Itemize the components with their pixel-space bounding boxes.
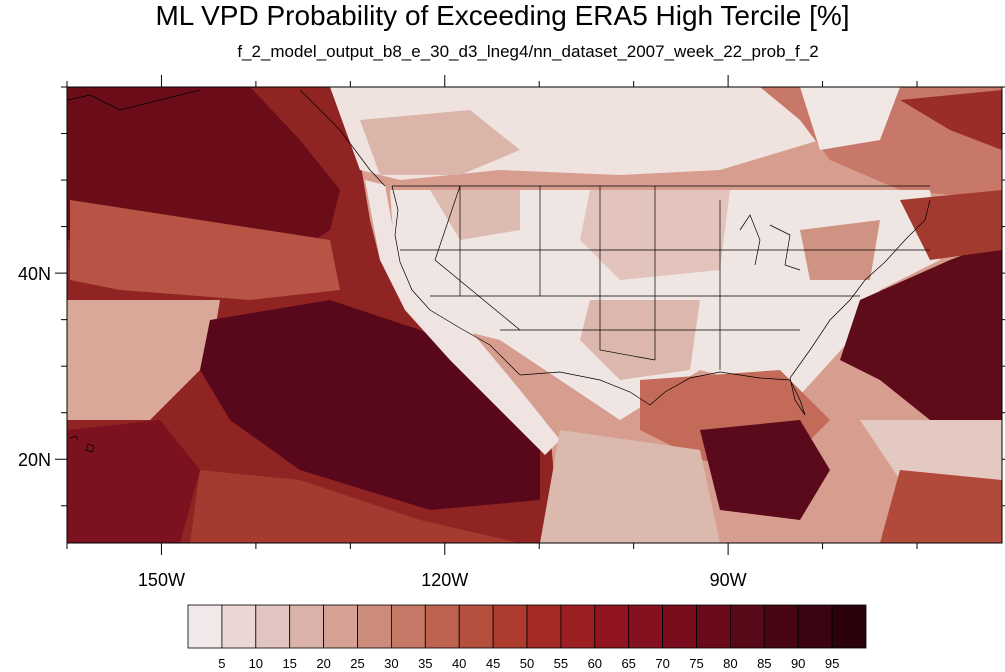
- colorbar-label: 45: [486, 656, 500, 671]
- colorbar-label: 10: [249, 656, 263, 671]
- lon-tick-label: 120W: [421, 570, 468, 590]
- lon-tick-label: 150W: [138, 570, 185, 590]
- colorbar-swatch: [492, 604, 528, 649]
- colorbar-label: 50: [520, 656, 534, 671]
- colorbar-swatch: [357, 604, 392, 649]
- colorbar-label: 75: [689, 656, 703, 671]
- colorbar-label: 70: [655, 656, 669, 671]
- colorbar-label: 35: [418, 656, 432, 671]
- colorbar-swatch: [289, 604, 325, 649]
- axis-ticks: [55, 75, 1005, 555]
- colorbar-label: 80: [723, 656, 737, 671]
- coastlines: [67, 89, 931, 416]
- colorbar-label: 60: [588, 656, 602, 671]
- colorbar-swatch: [187, 604, 223, 649]
- colorbar-swatch: [458, 604, 494, 649]
- probability-field: [67, 87, 1002, 543]
- colorbar-swatch: [696, 604, 731, 649]
- colorbar-swatch: [560, 604, 596, 649]
- colorbar-label: 20: [316, 656, 330, 671]
- colorbar-swatch: [730, 604, 765, 649]
- colorbar-swatch: [255, 604, 291, 649]
- colorbar-label: 40: [452, 656, 466, 671]
- colorbar-label: 25: [350, 656, 364, 671]
- map-frame: [66, 86, 1003, 544]
- colorbar-swatch: [628, 604, 664, 649]
- map-title: ML VPD Probability of Exceeding ERA5 Hig…: [155, 0, 850, 31]
- colorbar-label: 65: [621, 656, 635, 671]
- lat-tick-label: 40N: [18, 264, 51, 284]
- colorbar-swatch: [526, 604, 562, 649]
- colorbar-swatch: [797, 604, 833, 649]
- colorbar: 5 10 15 20 25 30 35 40 45 50 55 60 65 70 75 80 85 90 95: [187, 604, 867, 671]
- colorbar-swatch: [831, 604, 867, 649]
- lon-tick-label: 90W: [710, 570, 747, 590]
- colorbar-swatch: [424, 604, 460, 649]
- hawaii-islands: [69, 435, 95, 453]
- colorbar-swatch: [323, 604, 358, 649]
- colorbar-label: 90: [791, 656, 805, 671]
- colorbar-label: 30: [384, 656, 398, 671]
- colorbar-label: 55: [554, 656, 568, 671]
- colorbar-swatch: [662, 604, 697, 649]
- colorbar-swatch: [763, 604, 799, 649]
- colorbar-swatch: [390, 604, 426, 649]
- colorbar-label: 5: [218, 656, 225, 671]
- colorbar-label: 15: [282, 656, 296, 671]
- axis-labels: 150W 120W 90W 40N 20N: [18, 264, 747, 590]
- colorbar-swatch: [594, 604, 630, 649]
- colorbar-label: 95: [825, 656, 839, 671]
- map-subtitle: f_2_model_output_b8_e_30_d3_lneg4/nn_dat…: [237, 42, 819, 61]
- colorbar-swatch: [221, 604, 257, 649]
- lat-tick-label: 20N: [18, 450, 51, 470]
- colorbar-label: 85: [757, 656, 771, 671]
